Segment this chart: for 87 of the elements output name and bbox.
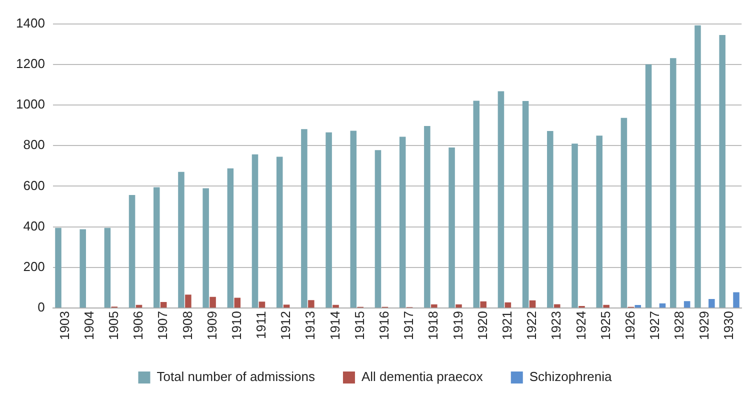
x-tick-label: 1923: [548, 311, 564, 340]
x-tick-label: 1921: [500, 311, 515, 340]
x-tick-label: 1924: [573, 311, 588, 340]
y-tick-label: 1200: [16, 56, 45, 71]
bar: [202, 188, 209, 308]
bar: [572, 144, 578, 308]
bar: [733, 292, 740, 308]
bar: [448, 147, 455, 308]
bar: [431, 304, 438, 308]
x-tick-label: 1922: [524, 311, 540, 340]
x-tick-label: 1913: [302, 311, 318, 340]
x-tick-label: 1908: [180, 311, 195, 340]
x-tick-label: 1929: [696, 311, 712, 340]
bar: [301, 129, 308, 308]
x-tick-label: 1920: [474, 311, 490, 340]
bar: [684, 301, 690, 308]
x-tick-label: 1918: [426, 311, 441, 340]
bar: [153, 187, 160, 308]
x-tick-label: 1925: [598, 311, 613, 340]
bar: [620, 118, 628, 308]
x-tick-label: 1903: [56, 311, 72, 340]
x-tick-label: 1930: [720, 311, 736, 340]
y-tick-label: 1400: [16, 15, 45, 30]
bar: [185, 294, 192, 308]
bar: [522, 100, 529, 308]
bar: [80, 229, 86, 308]
bar: [554, 304, 560, 308]
bar: [480, 301, 486, 308]
bar: [276, 156, 283, 308]
legend-label: Total number of admissions: [156, 369, 316, 384]
bar: [708, 298, 715, 308]
x-tick-label: 1916: [376, 311, 392, 340]
bar: [456, 304, 462, 308]
bar: [104, 228, 111, 308]
x-tick-label: 1915: [352, 311, 367, 340]
x-tick-label: 1917: [401, 311, 416, 340]
bar: [547, 131, 554, 308]
y-tick-label: 200: [23, 259, 45, 274]
bar: [719, 34, 726, 308]
bar: [227, 168, 234, 308]
bar: [473, 100, 480, 308]
x-tick-label: 1914: [327, 311, 342, 340]
bar: [603, 304, 610, 308]
x-tick-label: 1928: [672, 311, 687, 340]
bar: [350, 130, 357, 308]
bar: [308, 300, 314, 308]
y-tick-label: 400: [23, 218, 45, 234]
bar: [424, 126, 430, 308]
bar: [634, 305, 642, 308]
y-tick-label: 0: [38, 300, 45, 315]
bar: [258, 302, 266, 308]
x-tick-label: 1904: [81, 311, 96, 340]
x-tick-label: 1911: [254, 311, 269, 340]
bar: [160, 302, 167, 308]
bar: [399, 136, 406, 308]
x-tick-label: 1919: [450, 311, 466, 340]
bar: [332, 304, 339, 308]
bar: [252, 154, 258, 308]
bar: [670, 58, 676, 308]
x-tick-label: 1909: [204, 311, 220, 340]
y-tick-label: 600: [23, 178, 45, 193]
bar: [596, 136, 602, 308]
legend-label: Schizophrenia: [529, 369, 613, 384]
bar: [645, 64, 652, 308]
bar: [659, 303, 666, 308]
bar: [529, 300, 536, 308]
x-tick-label: 1905: [106, 311, 121, 340]
x-tick-label: 1912: [278, 311, 294, 340]
bar: [210, 296, 216, 308]
bar: [283, 304, 290, 308]
bar: [498, 91, 504, 308]
bar: [694, 25, 701, 308]
bar: [55, 228, 62, 308]
x-tick-label: 1910: [228, 311, 244, 340]
x-tick-label: 1926: [622, 311, 638, 340]
bar: [374, 150, 382, 308]
bar: [234, 298, 241, 308]
bar: [128, 194, 136, 308]
y-tick-label: 1000: [16, 96, 45, 112]
legend-label: All dementia praecox: [361, 369, 484, 384]
bar: [504, 302, 512, 308]
y-tick-label: 800: [23, 137, 45, 152]
x-tick-label: 1907: [155, 311, 170, 340]
x-tick-label: 1906: [130, 311, 146, 340]
bar: [326, 132, 332, 308]
x-tick-label: 1927: [647, 311, 662, 340]
bar: [178, 172, 184, 308]
